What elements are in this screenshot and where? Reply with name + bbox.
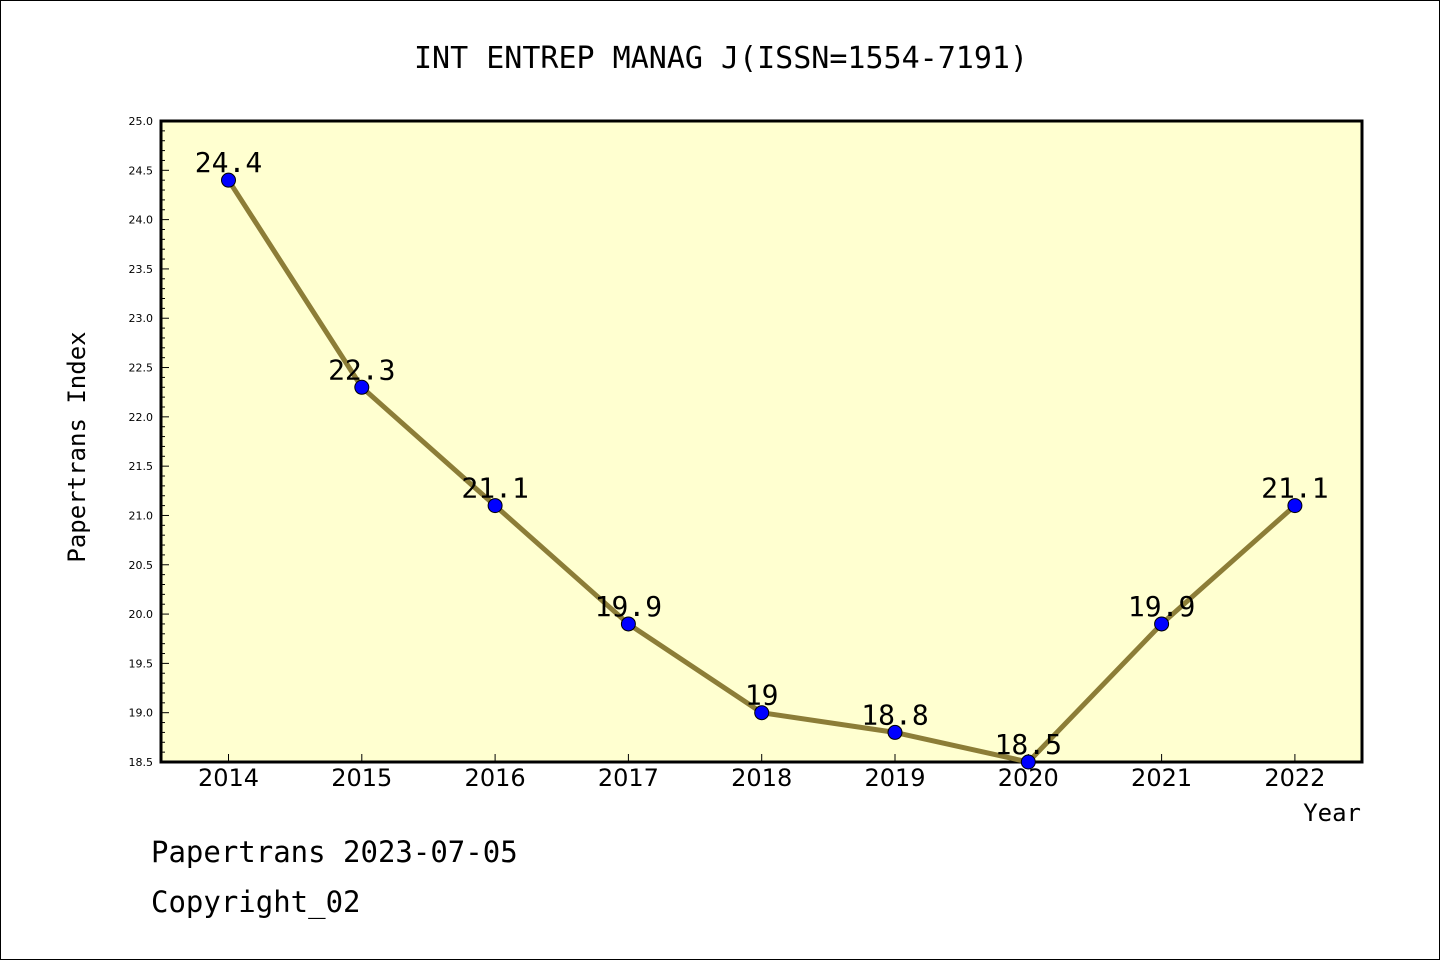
data-point [887,724,903,740]
y-tick-label: 19.5 [129,657,154,670]
y-tick-label: 22.0 [129,411,154,424]
x-tick-label: 2014 [198,764,259,792]
data-label: 19 [745,679,779,712]
y-tick-label: 23.0 [129,312,154,325]
data-point [620,616,636,632]
x-tick-label: 2016 [465,764,526,792]
footer-date-line: Papertrans 2023-07-05 [151,835,518,869]
y-axis-label: Papertrans Index [63,331,91,562]
plot-area [159,119,1364,764]
data-label: 18.5 [995,728,1062,761]
y-tick-label: 22.5 [129,362,154,375]
data-point [221,172,236,188]
data-point [1020,754,1036,770]
y-tick-label: 24.5 [129,164,154,177]
y-tick-label: 18.5 [129,756,154,769]
x-tick-label: 2015 [331,764,392,792]
data-point [354,379,370,395]
data-point [487,498,503,514]
data-label: 22.3 [328,353,395,386]
y-tick-label: 21.0 [129,509,154,522]
footer-copyright: Copyright_02 [151,885,361,919]
data-label: 18.8 [861,698,928,731]
y-tick-label: 20.0 [129,608,154,621]
y-tick-label: 25.0 [129,115,154,128]
data-label: 21.1 [1261,472,1328,505]
x-tick-label: 2019 [864,764,925,792]
y-tick-label: 24.0 [129,214,154,227]
y-tick-label: 21.5 [129,460,154,473]
x-tick-label: 2017 [598,764,659,792]
x-tick-label: 2021 [1131,764,1192,792]
y-tick-label: 23.5 [129,263,154,276]
data-point [1154,616,1170,632]
series-papertrans-index: 24.4 22.3 21.1 19.9 19 18.8 18.5 19.9 21.1 [195,146,1329,770]
x-axis: 2014 2015 2016 2017 2018 2019 2020 2021 2022 [198,754,1325,792]
chart-title: INT ENTREP MANAG J(ISSN=1554-7191) [414,41,1028,76]
x-tick-label: 2022 [1264,764,1325,792]
data-point [1287,498,1303,514]
y-tick-label: 19.0 [129,707,154,720]
data-label: 24.4 [195,146,262,179]
data-label: 19.9 [1128,590,1195,623]
x-axis-label: Year [1303,799,1361,827]
x-tick-label: 2018 [731,764,792,792]
data-point [754,705,770,721]
y-tick-label: 20.5 [129,559,154,572]
data-label: 19.9 [595,590,662,623]
y-axis: 18.5 19.0 19.5 20.0 20.5 21.0 21.5 22.0 22.5 23.0… [129,115,169,769]
data-label: 21.1 [461,472,528,505]
